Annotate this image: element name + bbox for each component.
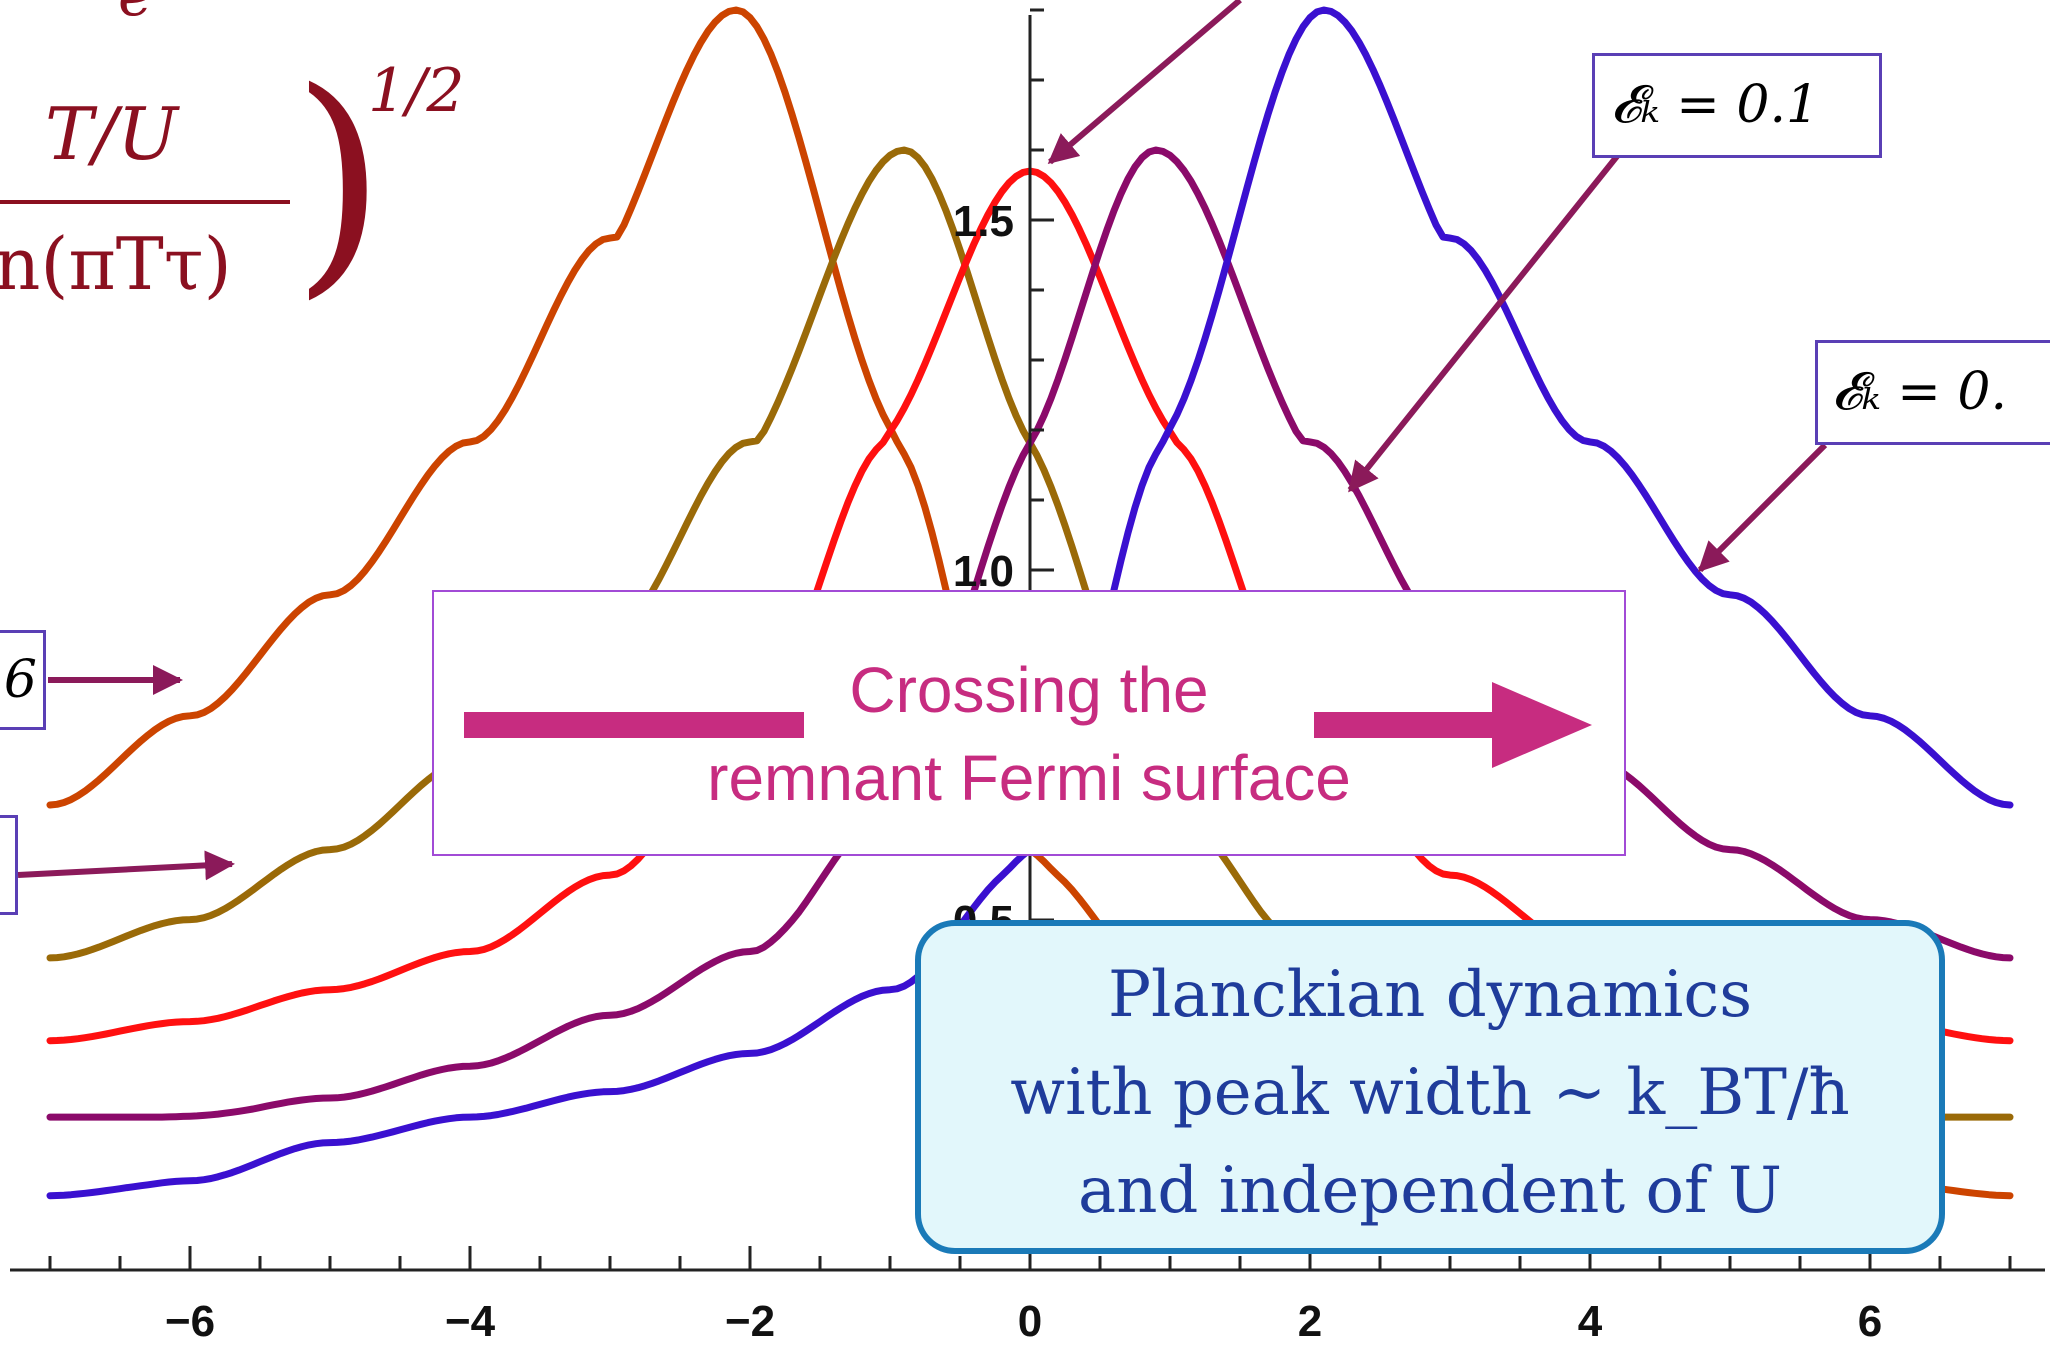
x-tick-label: −6 <box>165 1297 215 1346</box>
crossing-arrow-icon <box>1492 682 1592 768</box>
x-tick-label: −4 <box>445 1297 496 1346</box>
annotation-arrow-5 <box>17 850 235 881</box>
label-left-top: 6 <box>0 630 46 730</box>
formula: e T/U n(πTτ) ) 1/2 <box>0 0 480 340</box>
crossing-line-2: remnant Fermi surface <box>707 742 1351 814</box>
label-epsilon-0x: 𝓔ₖ = 0. <box>1815 340 2050 445</box>
x-tick-label: 4 <box>1578 1297 1603 1346</box>
crossing-arrow-shaft <box>1314 712 1494 738</box>
annotation-arrow-1 <box>1047 0 1242 165</box>
formula-denominator: n(πTτ) <box>0 222 232 306</box>
annotation-arrow-3 <box>1697 442 1828 573</box>
formula-top-symbol: e <box>118 0 154 30</box>
crossing-line-1: Crossing the <box>849 654 1209 726</box>
crossing-bar <box>464 712 804 738</box>
crossing-annotation-box: Crossing the remnant Fermi surface <box>432 590 1626 856</box>
x-tick-label: 2 <box>1298 1297 1322 1346</box>
formula-numerator: T/U <box>45 92 178 176</box>
planck-line-2: with peak width ∼ k_BT/ħ <box>1010 1056 1850 1130</box>
annotation-arrow-2 <box>1347 153 1621 493</box>
y-tick-label: 1.5 <box>953 197 1014 246</box>
label-left-bottom <box>0 815 18 915</box>
formula-fraction-bar <box>0 200 290 204</box>
annotation-arrows <box>17 0 1828 881</box>
formula-paren: ) <box>292 40 386 320</box>
x-tick-label: −2 <box>725 1297 775 1346</box>
x-tick-label: 6 <box>1858 1297 1882 1346</box>
y-tick-label: 1.0 <box>953 547 1014 596</box>
planck-line-3: and independent of U <box>1078 1154 1782 1228</box>
planck-line-1: Planckian dynamics <box>1107 958 1753 1032</box>
planckian-annotation-box: Planckian dynamics with peak width ∼ k_B… <box>915 920 1945 1254</box>
crossing-text: Crossing the remnant Fermi surface <box>434 646 1624 822</box>
formula-exponent: 1/2 <box>368 56 465 126</box>
x-tick-label: 0 <box>1018 1297 1042 1346</box>
label-epsilon-01: 𝓔ₖ = 0.1 <box>1592 53 1882 158</box>
